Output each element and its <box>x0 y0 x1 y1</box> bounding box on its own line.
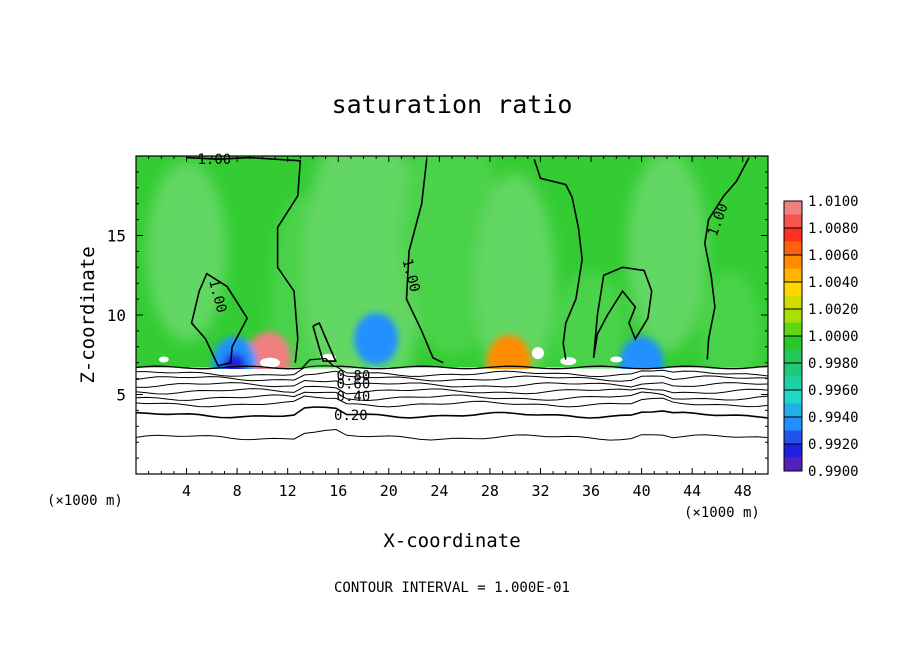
stratified-contour <box>136 379 768 388</box>
colorbar-swatch-shade <box>784 295 802 309</box>
stratified-contour <box>136 365 768 378</box>
colorbar-swatch-shade <box>784 457 802 471</box>
colorbar: 1.0100 1.0080 1.0060 1.0040 1.0020 1.0000 0.99… <box>783 194 859 480</box>
white-pocket <box>610 356 623 363</box>
colorbar-label: 1.0080 <box>808 221 859 237</box>
colorbar-label: 0.9980 <box>808 356 859 372</box>
hotspot-inner <box>496 351 521 369</box>
x-unit-right: (×1000 m) <box>684 505 760 521</box>
plot-area: 1.001.001.001.000.800.600.400.20 4 8 12 16 2… <box>107 152 769 500</box>
y-axis-label: Z-coordinate <box>77 246 99 383</box>
colorbar-swatch-shade <box>784 322 802 336</box>
x-tick-label: 48 <box>734 482 752 500</box>
x-tick-label: 16 <box>329 482 347 500</box>
y-tick-label: 10 <box>107 306 126 325</box>
colorbar-label: 1.0020 <box>808 302 859 318</box>
x-tick-label: 36 <box>582 482 600 500</box>
hotspot-inner <box>222 352 247 369</box>
x-tick-label: 32 <box>531 482 549 500</box>
colorbar-swatch-shade <box>784 349 802 363</box>
x-axis-ticks: 4 8 12 16 20 24 28 32 36 40 44 48 <box>148 156 756 500</box>
field-texture-blob <box>626 156 707 352</box>
x-tick-label: 8 <box>233 482 242 500</box>
hotspot-inner <box>629 352 654 369</box>
contour-1.00 <box>703 157 750 360</box>
white-pocket <box>531 347 544 360</box>
colorbar-swatch-shade <box>784 214 802 228</box>
contour-1.00 <box>186 156 302 363</box>
x-tick-label: 28 <box>481 482 499 500</box>
colorbar-label: 0.9920 <box>808 437 859 453</box>
stratified-contour <box>136 391 768 402</box>
field-texture-blob <box>556 270 627 369</box>
x-tick-label: 20 <box>380 482 398 500</box>
colorbar-label: 0.9940 <box>808 410 859 426</box>
contour-label: 0.40 <box>337 389 371 405</box>
x-unit-left: (×1000 m) <box>47 493 123 509</box>
saturation-field <box>136 156 768 369</box>
y-tick-label: 15 <box>107 227 126 246</box>
colorbar-swatch-shade <box>784 376 802 390</box>
contour-1.00 <box>312 321 337 362</box>
hotspot-inner <box>364 328 389 357</box>
white-pocket <box>259 357 280 368</box>
contour-label: 1.00 <box>198 152 232 168</box>
colorbar-swatch-shade <box>784 241 802 255</box>
x-tick-label: 12 <box>279 482 297 500</box>
colorbar-label: 0.9960 <box>808 383 859 399</box>
contour-1.00 <box>405 159 444 364</box>
contour-label: 0.80 <box>337 368 371 384</box>
contour-label: 0.20 <box>334 408 368 424</box>
field-texture-blob <box>146 161 227 342</box>
colorbar-label: 1.0000 <box>808 329 859 345</box>
white-pocket <box>560 357 577 366</box>
y-axis-ticks: 5 10 15 <box>107 171 768 459</box>
cloud-base-contour <box>136 357 768 370</box>
x-tick-label: 24 <box>430 482 448 500</box>
upper-field <box>136 156 768 369</box>
field-texture <box>146 156 761 369</box>
stratified-contour <box>136 395 768 408</box>
colorbar-label: 0.9900 <box>808 464 859 480</box>
white-pocket <box>320 353 337 362</box>
white-pocket <box>158 356 169 363</box>
contour-1.00 <box>592 266 653 359</box>
stratified-contour <box>136 428 768 441</box>
colorbar-label: 1.0060 <box>808 248 859 264</box>
stratified-contour <box>136 385 768 395</box>
contour-1.00 <box>190 272 249 367</box>
colorbar-label: 1.0100 <box>808 194 859 210</box>
contour-label: 0.60 <box>337 376 371 392</box>
field-texture-blob <box>475 173 556 369</box>
contour-interval-footer: CONTOUR INTERVAL = 1.000E-01 <box>334 580 570 596</box>
field-texture-blob <box>303 156 424 369</box>
field-texture-blob <box>700 270 761 369</box>
contour-1.00 <box>533 158 584 360</box>
x-tick-label: 4 <box>182 482 191 500</box>
colorbar-swatch-shade <box>784 268 802 282</box>
y-tick-label: 5 <box>116 386 126 405</box>
contour-lines <box>136 156 768 441</box>
stratified-contour <box>136 370 768 382</box>
hotspots <box>212 312 664 369</box>
x-tick-label: 40 <box>633 482 651 500</box>
stratified-contour <box>136 406 768 419</box>
colorbar-swatch-shade <box>784 430 802 444</box>
chart-title: saturation ratio <box>332 90 573 119</box>
x-axis-label: X-coordinate <box>383 530 520 552</box>
x-tick-label: 44 <box>683 482 701 500</box>
colorbar-label: 1.0040 <box>808 275 859 291</box>
colorbar-swatch-shade <box>784 403 802 417</box>
